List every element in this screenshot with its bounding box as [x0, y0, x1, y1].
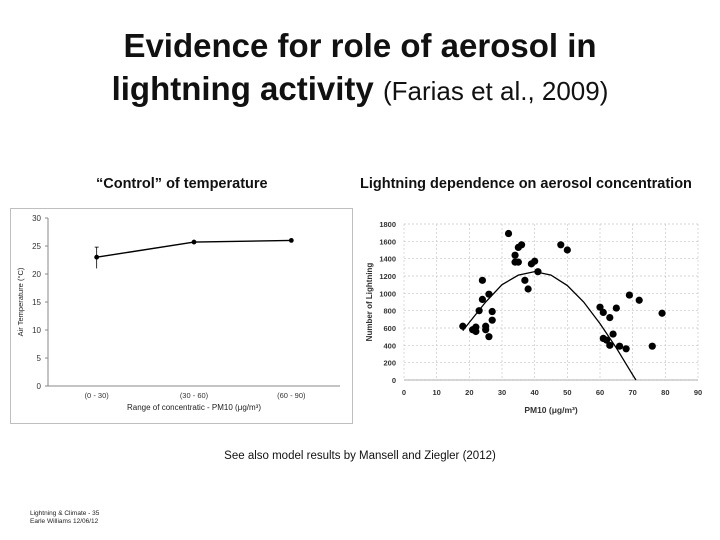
title-line-1: Evidence for role of aerosol in [123, 27, 597, 64]
x-tick-label: (60 - 90) [277, 391, 306, 400]
slide-title: Evidence for role of aerosol in lightnin… [0, 24, 720, 113]
lightning-data-point [478, 295, 486, 303]
y-tick-label: 20 [32, 270, 41, 279]
x-tick-label: 20 [465, 388, 473, 397]
lightning-data-point [635, 296, 643, 304]
title-citation: (Farias et al., 2009) [382, 76, 609, 106]
y-tick-label: 15 [32, 298, 41, 307]
temperature-data-point [94, 254, 100, 260]
x-axis-label: Range of concentratic - PM10 (μg/m³) [127, 403, 261, 412]
y-tick-label: 400 [383, 341, 396, 350]
lightning-data-point [606, 341, 614, 349]
right-chart-title: Lightning dependence on aerosol concentr… [360, 176, 692, 192]
temperature-chart: 0 5 10 15 20 25 30 (0 - 30) (30 - 60) (60 - 90) Ra… [10, 208, 353, 424]
lightning-data-point [557, 241, 565, 249]
y-tick-label: 25 [32, 242, 41, 251]
lightning-data-point [511, 251, 519, 259]
lightning-data-point [482, 322, 490, 330]
x-tick-label: 10 [432, 388, 440, 397]
lightning-data-point [504, 229, 513, 238]
y-tick-label: 1600 [379, 237, 396, 246]
y-axis-label: Air Temperature (°C) [16, 267, 25, 336]
slide-footer: Lightning & Climate - 35 Earle Williams … [30, 510, 99, 526]
lightning-data-point [475, 307, 483, 315]
y-tick-label: 1400 [379, 255, 396, 264]
lightning-data-point [599, 308, 607, 316]
y-tick-label: 1200 [379, 272, 396, 281]
x-tick-label: 50 [563, 388, 571, 397]
model-results-note: See also model results by Mansell and Zi… [224, 450, 496, 462]
x-tick-label: 40 [530, 388, 538, 397]
footer-line-1: Lightning & Climate - 35 [30, 510, 100, 517]
lightning-data-point [658, 309, 666, 317]
lightning-data-point [478, 276, 486, 284]
y-tick-label: 1800 [379, 220, 396, 229]
lightning-data-point [488, 307, 496, 316]
lightning-data-point [524, 285, 532, 293]
lightning-data-point [514, 258, 522, 266]
y-tick-label: 1000 [379, 289, 396, 298]
temperature-data-point [288, 238, 294, 243]
lightning-data-point [488, 316, 496, 324]
left-chart-title: “Control” of temperature [96, 176, 268, 192]
footer-line-2: Earle Williams 12/06/12 [30, 518, 99, 525]
lightning-data-point [485, 333, 493, 341]
title-line-2: lightning activity (Farias et al., 2009) [0, 67, 720, 113]
lightning-data-point [609, 330, 617, 338]
lightning-data-point [459, 322, 467, 330]
lightning-data-point [485, 290, 493, 298]
x-tick-label: 30 [498, 388, 506, 397]
lightning-data-point [648, 342, 656, 350]
title-bold-part: lightning activity [111, 70, 374, 107]
lightning-data-point [521, 276, 529, 284]
x-tick-label: 70 [628, 388, 636, 397]
lightning-data-point [616, 342, 624, 350]
lightning-data-point [596, 303, 604, 311]
y-tick-label: 600 [383, 324, 396, 333]
lightning-data-point [514, 243, 522, 251]
y-tick-label: 800 [383, 307, 396, 316]
x-tick-label: 60 [596, 388, 604, 397]
lightning-data-point [612, 304, 620, 312]
x-tick-label: 0 [402, 388, 406, 397]
temperature-data-point [191, 239, 197, 245]
x-axis-label: PM10 (μg/m³) [524, 405, 578, 415]
y-tick-label: 0 [37, 382, 42, 391]
y-tick-label: 10 [32, 326, 41, 335]
y-tick-label: 5 [37, 354, 42, 363]
lightning-data-point [602, 336, 611, 344]
lightning-data-point [534, 268, 542, 276]
lightning-data-point [531, 257, 539, 265]
trend-curve [462, 271, 637, 381]
x-tick-label: (0 - 30) [85, 391, 110, 400]
lightning-data-point [472, 323, 480, 331]
y-axis-label: Number of Lightning [365, 263, 374, 342]
lightning-data-point [625, 291, 633, 299]
y-tick-label: 30 [32, 214, 41, 223]
x-tick-label: 90 [694, 388, 702, 397]
lightning-data-point [563, 246, 571, 254]
lightning-data-point [606, 314, 614, 322]
lightning-scatter-chart: 0 200 400 600 800 1000 1200 1400 1600 1800 0 10 20 30… [356, 210, 714, 424]
y-tick-label: 200 [383, 359, 396, 368]
lightning-data-point [622, 345, 630, 353]
x-tick-label: 80 [661, 388, 669, 397]
y-tick-label: 0 [392, 376, 396, 385]
x-tick-label: (30 - 60) [180, 391, 209, 400]
